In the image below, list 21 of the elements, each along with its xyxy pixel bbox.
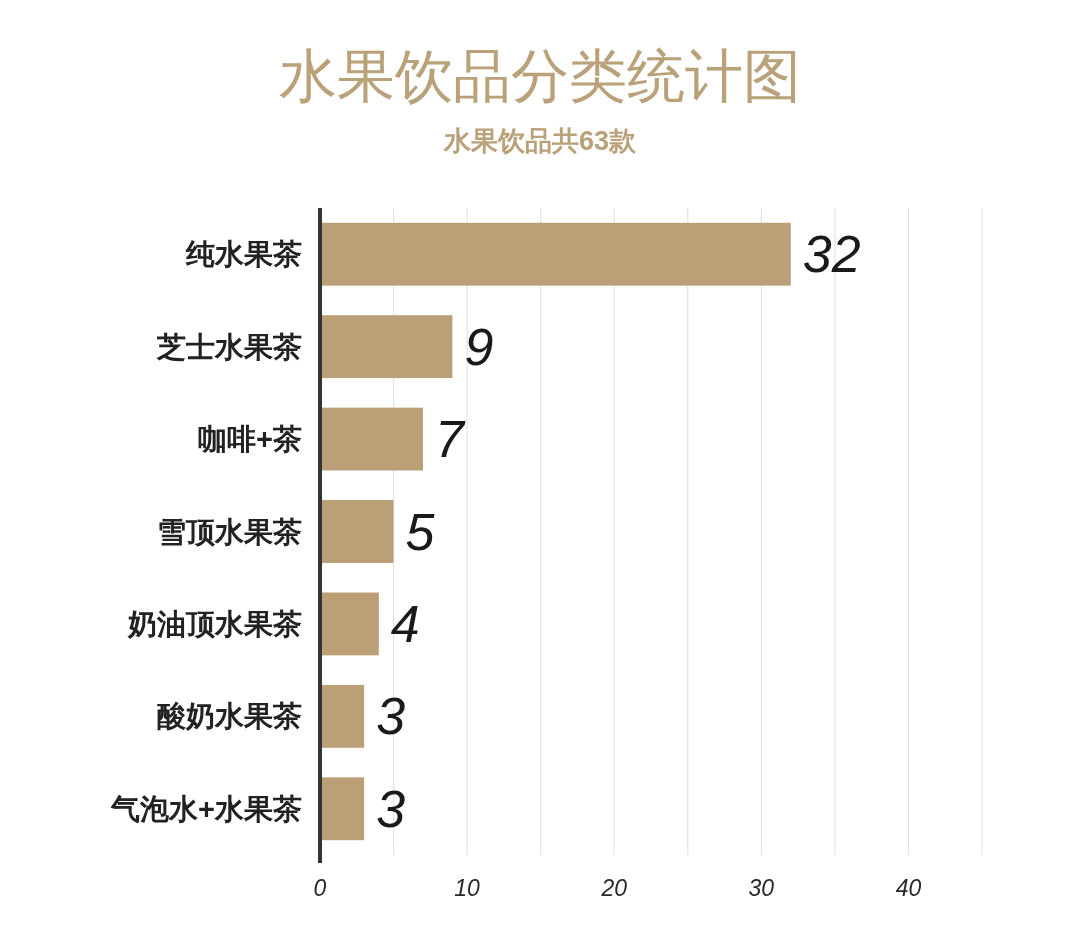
data-label: 7 bbox=[435, 410, 464, 469]
tick-label: 10 bbox=[454, 875, 480, 901]
tick-label: 40 bbox=[895, 875, 922, 901]
category-label: 纯水果茶 bbox=[186, 238, 302, 271]
category-label: 咖啡+茶 bbox=[198, 423, 302, 456]
tick-label: 30 bbox=[748, 875, 775, 901]
data-label: 4 bbox=[390, 594, 420, 653]
title: 水果饮品分类统计图 bbox=[279, 43, 801, 108]
category-label: 奶油顶水果茶 bbox=[128, 607, 302, 640]
data-label: 9 bbox=[464, 317, 494, 376]
data-label: 3 bbox=[376, 779, 406, 838]
data-label: 5 bbox=[405, 502, 435, 561]
subtitle: 水果饮品共63款 bbox=[444, 126, 636, 156]
category-label: 酸奶水果茶 bbox=[157, 700, 302, 733]
tick-label: 20 bbox=[601, 875, 627, 901]
data-label: 3 bbox=[376, 687, 406, 746]
data-label: 32 bbox=[802, 225, 861, 284]
category-label: 雪顶水果茶 bbox=[157, 515, 302, 548]
category-label: 气泡水+水果茶 bbox=[111, 792, 302, 825]
tick-label: 0 bbox=[313, 875, 327, 901]
category-label: 芝士水果茶 bbox=[157, 330, 302, 363]
